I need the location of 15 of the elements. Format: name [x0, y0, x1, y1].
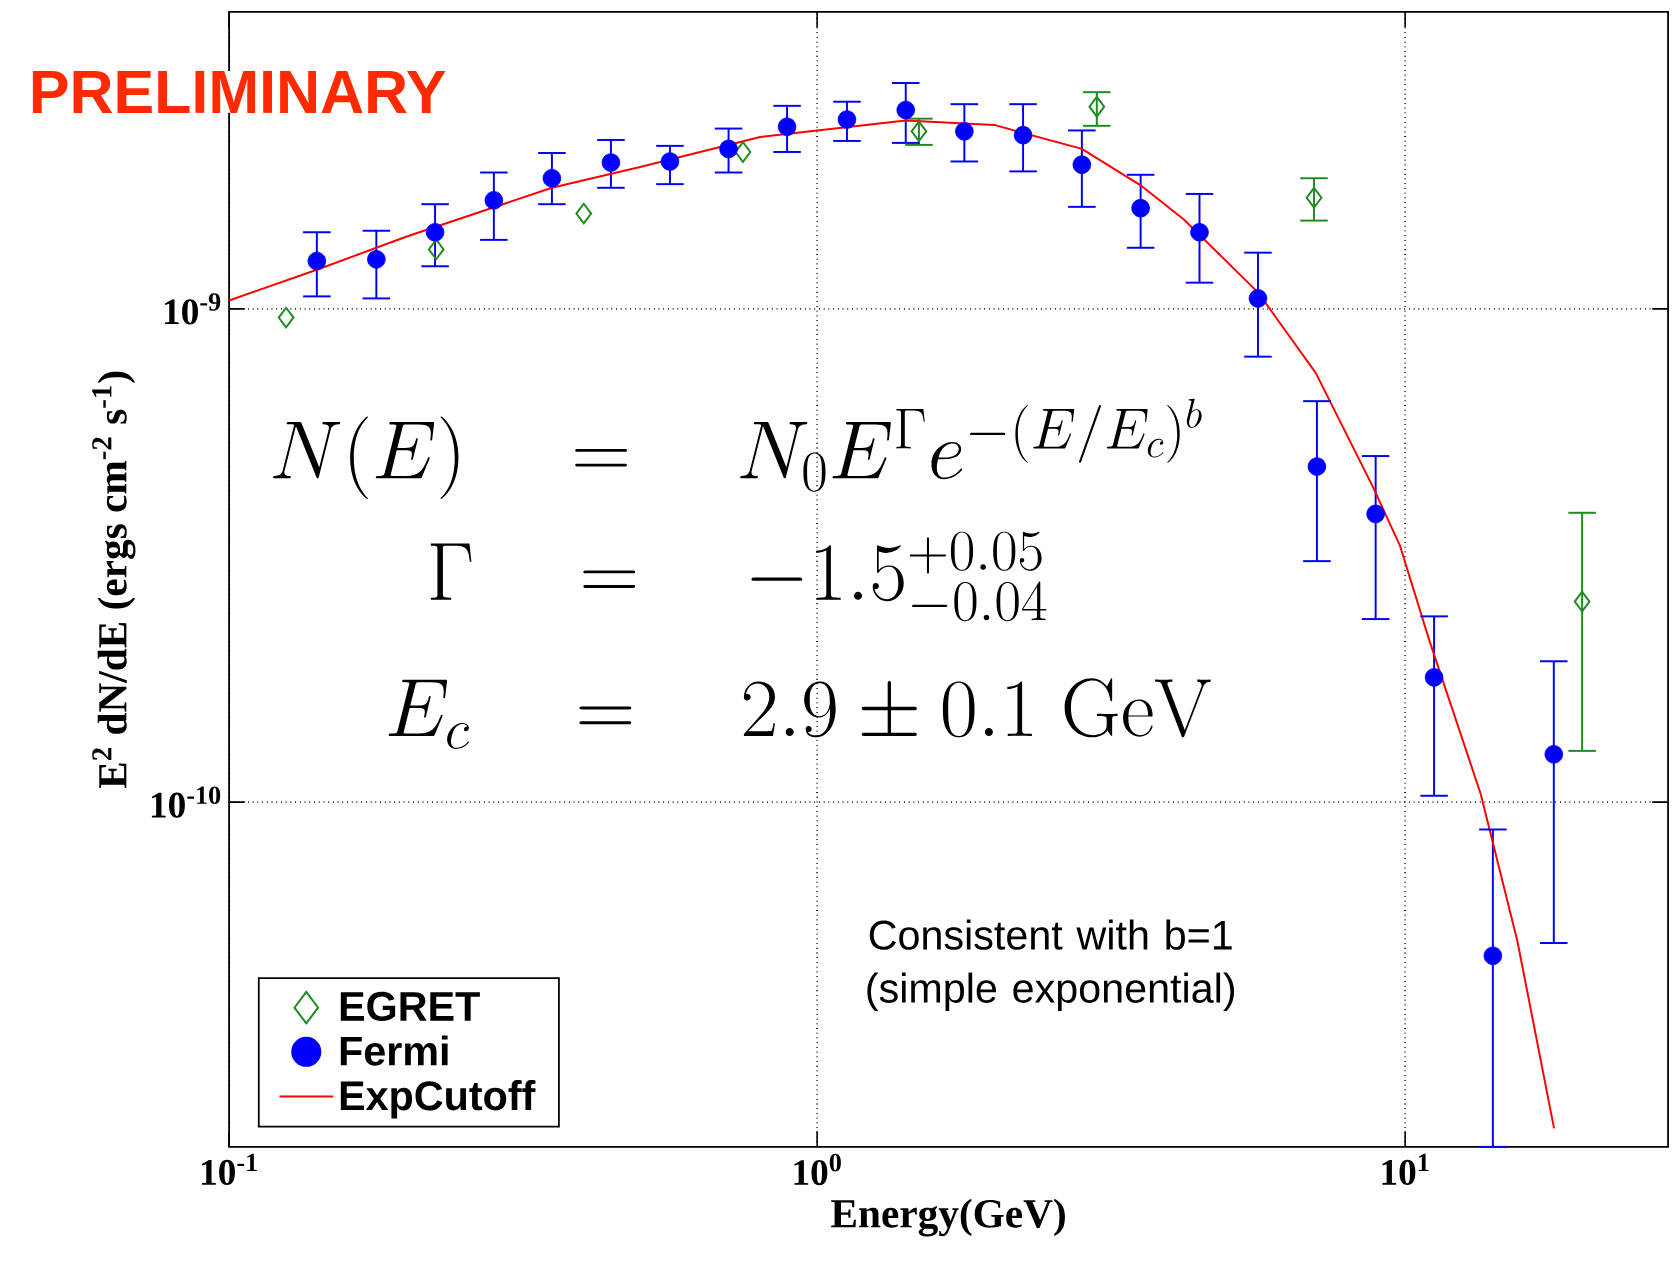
annotation: $\Gamma \quad = \quad -1.5^{+0.05}_{-0.04}$ — [430, 531, 1047, 622]
x-axis-title: Energy(GeV) — [831, 1198, 1065, 1237]
annotation: $E_c \quad = \quad 2.9\pm 0.1\ \mathrm{GeV}$ — [388, 678, 1211, 749]
legend-label: ExpCutoff — [340, 1079, 536, 1119]
y-tick-label: 10$^{-10}$ — [151, 786, 221, 818]
x-tick-label: 10$^{-1}$ — [202, 1153, 257, 1185]
y-axis-title: E$^{2}$ dN/dE (ergs cm$^{-2}$ s$^{-1}$) — [92, 371, 136, 789]
legend-label: Fermi — [340, 1035, 448, 1066]
x-tick-label: 10$^{0}$ — [794, 1153, 841, 1186]
legend-label: EGRET — [340, 991, 480, 1021]
x-tick-label: 10$^{1}$ — [1382, 1153, 1429, 1185]
annotation: $N(E) \quad = \quad N_0E^{\Gamma}e^{-(E/E_c)^b}$ — [273, 398, 1202, 499]
annotation: PRELIMINARY — [32, 70, 446, 113]
annotation: Consistent with b=1 (simple exponential) — [867, 919, 1235, 1011]
y-tick-label: 10$^{-9}$ — [165, 293, 221, 325]
